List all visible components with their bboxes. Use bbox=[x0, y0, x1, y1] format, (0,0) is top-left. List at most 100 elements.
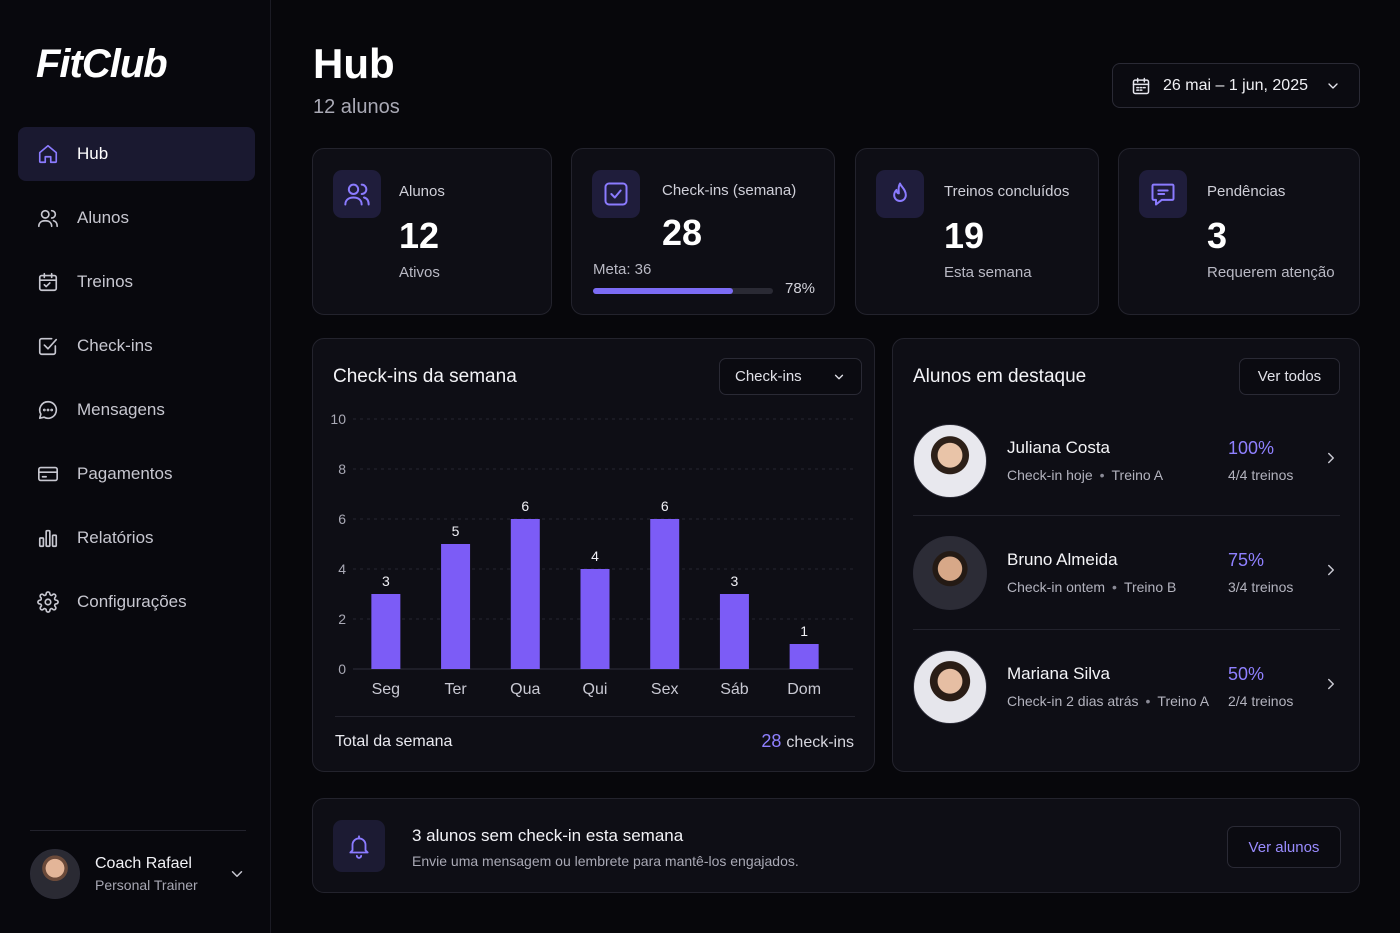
featured-students-card: Alunos em destaque Ver todos Juliana Cos… bbox=[892, 338, 1360, 772]
student-count: 2/4 treinos bbox=[1228, 693, 1294, 709]
users-icon bbox=[333, 170, 381, 218]
student-checkin: Check-in ontem bbox=[1007, 579, 1106, 595]
bar bbox=[650, 519, 680, 669]
stat-card-checkins[interactable]: Check-ins (semana) 28 Meta: 36 78% bbox=[571, 148, 835, 315]
gear-icon bbox=[37, 591, 59, 613]
date-range-value: 26 mai – 1 jun, 2025 bbox=[1163, 76, 1308, 94]
metric-select[interactable]: Check-ins bbox=[719, 358, 862, 395]
sidebar-item-check-ins[interactable]: Check-ins bbox=[18, 319, 255, 373]
stat-sub: Requerem atenção bbox=[1207, 264, 1335, 281]
sidebar-item-alunos[interactable]: Alunos bbox=[18, 191, 255, 245]
avatar bbox=[913, 650, 987, 724]
sidebar-item-relatorios[interactable]: Relatórios bbox=[18, 511, 255, 565]
y-tick-label: 6 bbox=[338, 511, 346, 527]
date-range-picker[interactable]: 26 mai – 1 jun, 2025 bbox=[1112, 63, 1360, 108]
stat-card-pendencias[interactable]: Pendências 3 Requerem atenção bbox=[1118, 148, 1360, 315]
stat-sub: Ativos bbox=[399, 264, 440, 281]
stat-value: 12 bbox=[399, 215, 440, 256]
stat-card-alunos[interactable]: Alunos 12 Ativos bbox=[312, 148, 552, 315]
student-checkin: Check-in hoje bbox=[1007, 467, 1093, 483]
view-students-button[interactable]: Ver alunos bbox=[1227, 826, 1341, 868]
student-row[interactable]: Juliana Costa Check-in hoje • Treino A 100… bbox=[913, 421, 1340, 501]
y-tick-label: 10 bbox=[330, 411, 346, 427]
y-tick-label: 8 bbox=[338, 461, 346, 477]
avatar bbox=[913, 536, 987, 610]
calendar-icon bbox=[37, 271, 59, 293]
total-label: Total da semana bbox=[335, 733, 453, 750]
divider bbox=[913, 515, 1340, 516]
bar-value-label: 4 bbox=[591, 548, 599, 564]
sidebar-item-pagamentos[interactable]: Pagamentos bbox=[18, 447, 255, 501]
app-logo[interactable]: FitClub bbox=[36, 42, 168, 86]
calendar-icon bbox=[1131, 76, 1151, 96]
student-meta: Check-in hoje • Treino A bbox=[1007, 467, 1164, 483]
page-subtitle: 12 alunos bbox=[313, 96, 400, 118]
x-tick-label: Seg bbox=[372, 681, 400, 698]
student-row[interactable]: Bruno Almeida Check-in ontem • Treino B 75… bbox=[913, 533, 1340, 613]
stat-card-treinos[interactable]: Treinos concluídos 19 Esta semana bbox=[855, 148, 1099, 315]
message-icon bbox=[1139, 170, 1187, 218]
bar-value-label: 5 bbox=[452, 523, 460, 539]
alert-text: Envie uma mensagem ou lembrete para mant… bbox=[412, 853, 799, 869]
user-profile[interactable]: Coach Rafael Personal Trainer bbox=[30, 848, 246, 900]
bell-icon bbox=[333, 820, 385, 872]
profile-role: Personal Trainer bbox=[95, 877, 198, 893]
sidebar-item-label: Hub bbox=[77, 144, 109, 163]
view-all-button[interactable]: Ver todos bbox=[1239, 358, 1340, 395]
chevron-down-icon bbox=[1325, 78, 1341, 94]
student-percent: 75% bbox=[1228, 550, 1265, 570]
panel-title: Check-ins da semana bbox=[333, 366, 517, 387]
avatar bbox=[30, 849, 80, 899]
y-tick-label: 2 bbox=[338, 611, 346, 627]
x-tick-label: Qui bbox=[583, 681, 608, 698]
student-count: 3/4 treinos bbox=[1228, 579, 1294, 595]
bar bbox=[580, 569, 610, 669]
users-icon bbox=[37, 207, 59, 229]
sidebar-nav: Hub Alunos Treinos Check-ins bbox=[18, 127, 255, 639]
sidebar-item-label: Configurações bbox=[77, 592, 187, 611]
stat-value: 19 bbox=[944, 215, 985, 256]
sidebar-item-label: Check-ins bbox=[77, 336, 153, 355]
page-title: Hub bbox=[313, 40, 395, 87]
chevron-down-icon[interactable] bbox=[228, 865, 246, 883]
student-row[interactable]: Mariana Silva Check-in 2 dias atrás • Trei… bbox=[913, 647, 1340, 727]
main-content: Hub 12 alunos 26 mai – 1 jun, 2025 Aluno… bbox=[271, 0, 1400, 933]
student-checkin: Check-in 2 dias atrás bbox=[1007, 693, 1139, 709]
student-percent: 50% bbox=[1228, 664, 1265, 684]
chevron-right-icon[interactable] bbox=[1322, 675, 1340, 693]
sidebar-item-treinos[interactable]: Treinos bbox=[18, 255, 255, 309]
panel-title: Alunos em destaque bbox=[913, 366, 1087, 387]
student-name: Bruno Almeida bbox=[1007, 550, 1118, 569]
card-icon bbox=[37, 463, 59, 485]
message-icon bbox=[37, 399, 59, 421]
total-number: 28 bbox=[761, 731, 782, 751]
student-workout: Treino A bbox=[1157, 693, 1210, 709]
x-tick-label: Sáb bbox=[720, 681, 749, 698]
bar-value-label: 1 bbox=[800, 623, 808, 639]
check-square-icon bbox=[592, 170, 640, 218]
checkins-chart-card: Check-ins da semana Check-ins 0 2 4 6 8 10 3 Se… bbox=[312, 338, 875, 772]
sidebar-item-hub[interactable]: Hub bbox=[18, 127, 255, 181]
sidebar-item-mensagens[interactable]: Mensagens bbox=[18, 383, 255, 437]
student-workout: Treino A bbox=[1111, 467, 1164, 483]
bar-value-label: 6 bbox=[521, 498, 529, 514]
chevron-right-icon[interactable] bbox=[1322, 449, 1340, 467]
chevron-right-icon[interactable] bbox=[1322, 561, 1340, 579]
total-value: 28 check-ins bbox=[761, 731, 854, 752]
bar bbox=[789, 644, 819, 669]
stat-label: Check-ins (semana) bbox=[662, 182, 797, 199]
bar-chart-icon bbox=[37, 527, 59, 549]
student-name: Juliana Costa bbox=[1007, 438, 1111, 457]
divider bbox=[913, 629, 1340, 630]
inactive-students-alert: 3 alunos sem check-in esta semana Envie … bbox=[312, 798, 1360, 893]
total-unit: check-ins bbox=[786, 734, 854, 751]
bar bbox=[510, 519, 540, 669]
sidebar-item-label: Mensagens bbox=[77, 400, 165, 419]
progress-fill bbox=[593, 288, 734, 294]
stat-label: Treinos concluídos bbox=[944, 183, 1070, 200]
sidebar-item-configuracoes[interactable]: Configurações bbox=[18, 575, 255, 629]
x-tick-label: Ter bbox=[444, 681, 467, 698]
stat-sub: Esta semana bbox=[944, 264, 1032, 281]
y-tick-label: 4 bbox=[338, 561, 346, 577]
